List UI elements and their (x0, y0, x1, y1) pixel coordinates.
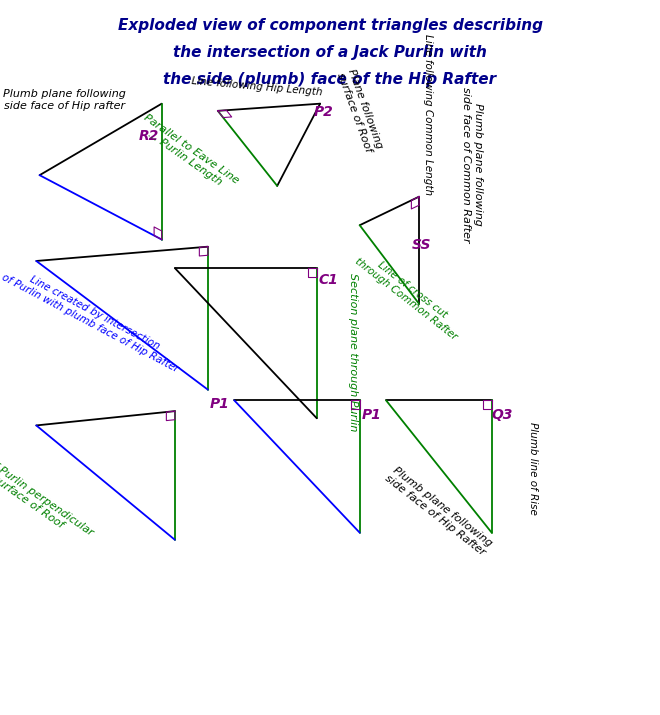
Text: Line following Common Length: Line following Common Length (422, 34, 433, 195)
Text: SS: SS (412, 237, 432, 252)
Text: Plumb plane following
side face of Hip rafter: Plumb plane following side face of Hip r… (3, 89, 126, 111)
Text: Face of Purlin perpendicular
to surface of Roof: Face of Purlin perpendicular to surface … (0, 440, 96, 547)
Text: Plumb plane following
side face of Common Rafter: Plumb plane following side face of Commo… (461, 87, 482, 242)
Text: R2: R2 (139, 129, 159, 143)
Text: the side (plumb) face of the Hip Rafter: the side (plumb) face of the Hip Rafter (164, 72, 496, 87)
Text: the intersection of a Jack Purlin with: the intersection of a Jack Purlin with (173, 45, 487, 60)
Text: Line created by intersection
of Purlin with plumb face of Hip Rafter: Line created by intersection of Purlin w… (0, 262, 185, 375)
Text: P1: P1 (210, 397, 230, 411)
Text: Q3: Q3 (492, 408, 513, 422)
Text: Line following Hip Length: Line following Hip Length (191, 77, 323, 98)
Text: Section plane through Purlin: Section plane through Purlin (348, 272, 358, 431)
Text: Plumb plane following
side face of Hip Rafter: Plumb plane following side face of Hip R… (383, 465, 494, 558)
Text: C1: C1 (319, 273, 339, 287)
Text: P2: P2 (314, 105, 333, 119)
Text: P1: P1 (362, 408, 381, 422)
Text: Plane following
surface of Roof: Plane following surface of Roof (335, 68, 384, 154)
Text: Exploded view of component triangles describing: Exploded view of component triangles des… (117, 18, 543, 33)
Text: Line of cross cut
through Common Rafter: Line of cross cut through Common Rafter (352, 247, 466, 342)
Text: Parallel to Eave Line
... Purlin Length: Parallel to Eave Line ... Purlin Length (135, 112, 241, 195)
Text: Plumb line of Rise: Plumb line of Rise (528, 422, 539, 515)
